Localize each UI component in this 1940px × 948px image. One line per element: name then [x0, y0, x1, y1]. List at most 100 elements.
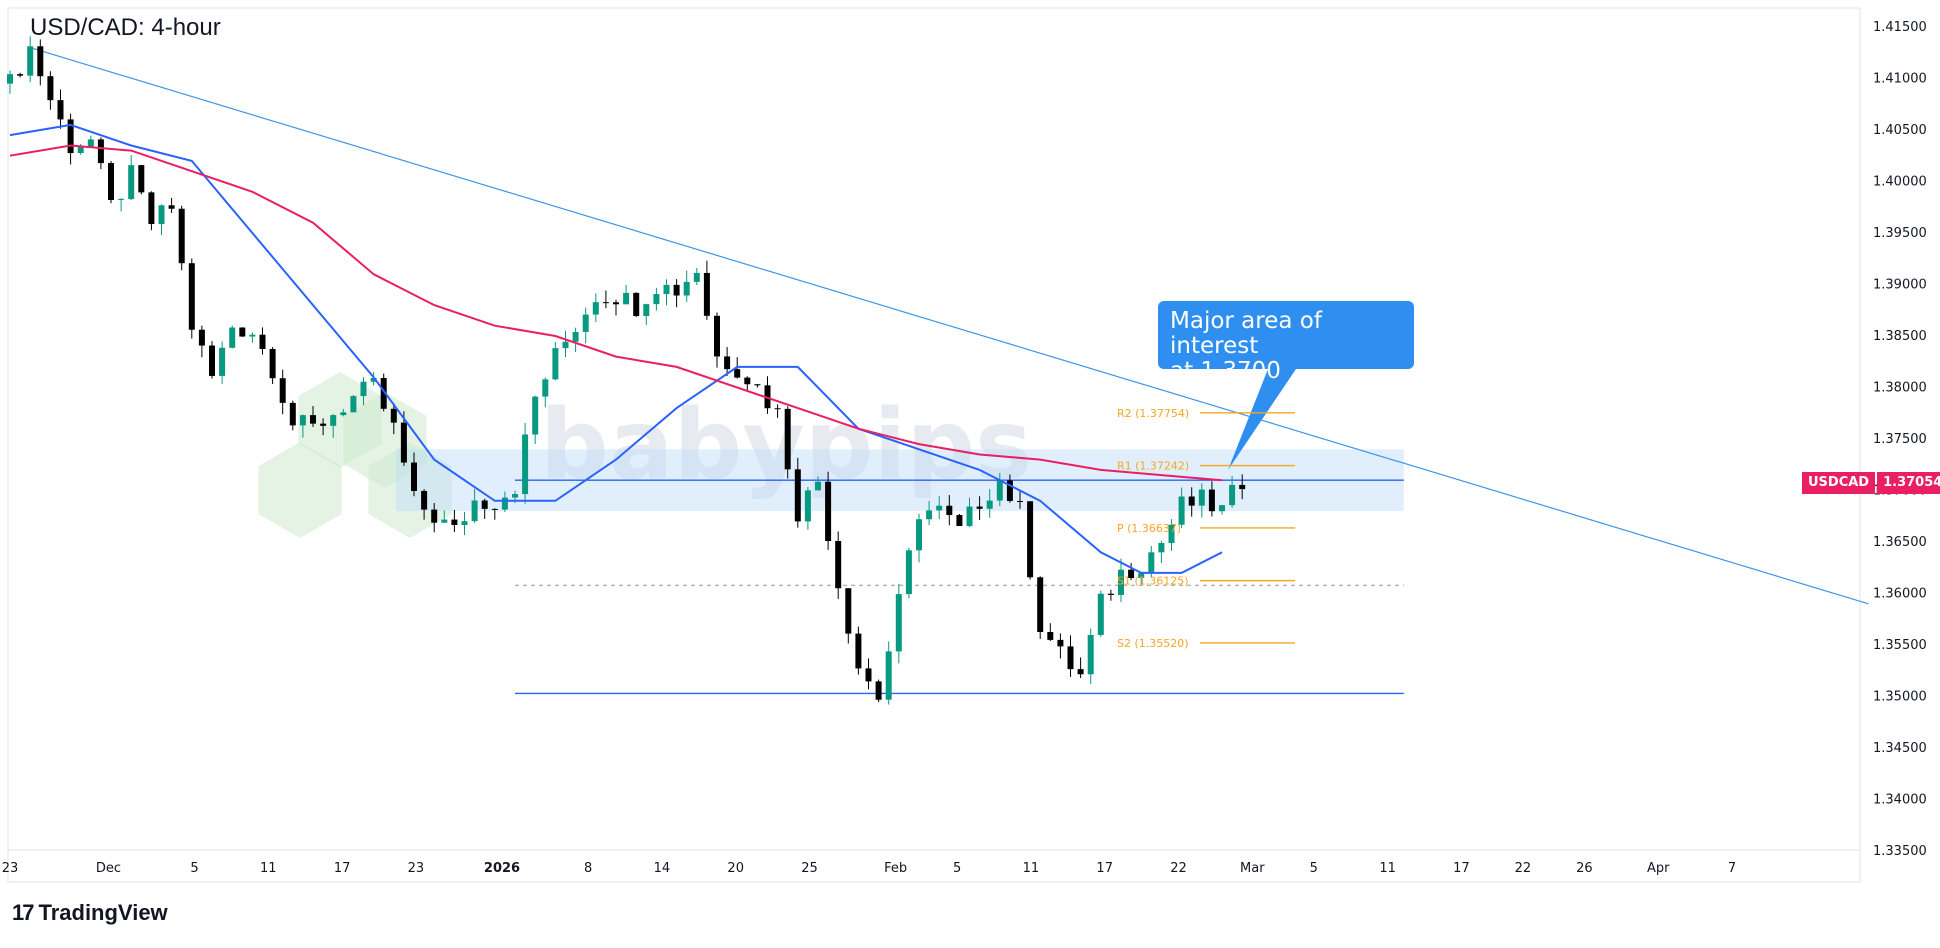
candle-body-10 — [108, 163, 114, 200]
y-tick-label: 1.38500 — [1873, 329, 1927, 344]
candle-body-6 — [67, 119, 74, 154]
candle-body-92 — [936, 505, 943, 511]
candle-body-18 — [188, 263, 195, 330]
x-tick-label: 7 — [1728, 861, 1736, 876]
y-tick-label: 1.36000 — [1873, 587, 1927, 602]
x-tick-label: Feb — [884, 861, 907, 876]
x-tick-label: 25 — [801, 861, 818, 876]
candle-body-55 — [562, 341, 569, 349]
x-tick-label: 23 — [408, 861, 425, 876]
candle-body-116 — [1178, 496, 1185, 525]
candle-body-110 — [1118, 569, 1124, 595]
candle-body-36 — [370, 377, 377, 382]
y-tick-label: 1.34500 — [1873, 741, 1927, 756]
y-tick-label: 1.38000 — [1873, 381, 1927, 396]
chart-title: USD/CAD: 4-hour — [30, 14, 221, 41]
candle-body-113 — [1148, 552, 1155, 574]
pivot-label-2: P (1.36637) — [1117, 522, 1181, 535]
candle-body-69 — [703, 272, 710, 316]
candle-body-22 — [229, 327, 236, 348]
candle-body-38 — [390, 408, 397, 423]
tradingview-name: TradingView — [38, 900, 168, 925]
candle-body-45 — [461, 521, 468, 525]
x-tick-label: 14 — [654, 861, 671, 876]
candle-body-47 — [481, 500, 488, 509]
candle-body-42 — [431, 509, 438, 523]
candle-body-108 — [1097, 593, 1104, 635]
candle-body-57 — [582, 314, 589, 332]
x-tick-label: 5 — [953, 861, 961, 876]
moving-average-blue — [9, 123, 1223, 574]
candle-body-21 — [219, 347, 226, 376]
candle-body-86 — [875, 681, 882, 700]
y-tick-label: 1.41000 — [1873, 72, 1927, 87]
x-tick-label: 11 — [1379, 861, 1396, 876]
candle-body-48 — [491, 508, 498, 510]
candle-body-65 — [663, 284, 670, 295]
candle-body-46 — [471, 500, 478, 522]
candle-body-30 — [310, 415, 316, 424]
price-badge-symbol: USDCAD — [1802, 472, 1876, 494]
candle-body-9 — [97, 139, 104, 164]
price-badge-value: 1.37054 — [1877, 472, 1940, 494]
candle-body-99 — [1006, 480, 1013, 501]
y-tick-label: 1.37500 — [1873, 432, 1927, 447]
candle-body-16 — [168, 205, 175, 209]
x-tick-label: 22 — [1515, 861, 1532, 876]
x-tick-label: 11 — [260, 861, 277, 876]
candle-body-15 — [158, 205, 165, 225]
candle-body-56 — [572, 331, 579, 342]
candle-body-74 — [754, 384, 761, 386]
candle-body-119 — [1208, 489, 1215, 512]
candle-body-90 — [916, 519, 922, 551]
candle-body-93 — [946, 505, 953, 516]
candle-body-101 — [1027, 501, 1034, 578]
candle-body-72 — [734, 369, 741, 378]
candle-body-14 — [148, 192, 155, 225]
pivot-label-3: S1 (1.36125) — [1117, 575, 1189, 588]
candle-body-112 — [1138, 573, 1145, 579]
candle-body-106 — [1077, 669, 1084, 675]
candle-body-120 — [1219, 505, 1225, 512]
y-tick-label: 1.39000 — [1873, 278, 1927, 293]
candle-body-102 — [1037, 577, 1044, 632]
moving-average-pink — [9, 144, 1223, 482]
x-tick-label: 8 — [584, 861, 592, 876]
candle-body-17 — [178, 208, 185, 264]
candle-body-115 — [1168, 524, 1175, 543]
candle-body-78 — [794, 469, 801, 522]
candle-body-8 — [87, 139, 94, 147]
candle-body-27 — [279, 378, 286, 403]
candle-body-85 — [865, 668, 872, 682]
watermark-hex-3 — [343, 392, 427, 488]
candle-body-31 — [320, 423, 327, 426]
candle-body-7 — [77, 146, 84, 154]
candle-body-35 — [360, 381, 367, 397]
candle-body-121 — [1229, 484, 1236, 506]
tradingview-brand[interactable]: 17 TradingView — [12, 900, 168, 926]
candle-body-58 — [592, 302, 599, 315]
x-tick-label: Apr — [1647, 861, 1670, 876]
candle-body-95 — [966, 506, 973, 527]
candle-body-39 — [400, 422, 407, 463]
candle-body-107 — [1087, 634, 1094, 675]
candle-body-41 — [421, 490, 428, 510]
candle-body-111 — [1128, 569, 1135, 579]
candle-body-117 — [1188, 496, 1195, 506]
candle-body-104 — [1057, 639, 1064, 647]
candle-body-94 — [956, 515, 963, 527]
y-tick-label: 1.35000 — [1873, 690, 1927, 705]
candle-body-97 — [986, 500, 993, 509]
candle-body-33 — [340, 412, 347, 416]
pivot-label-4: S2 (1.35520) — [1117, 637, 1189, 650]
candle-body-61 — [623, 292, 630, 305]
x-tick-label: 17 — [334, 861, 351, 876]
x-tick-label: 5 — [1310, 861, 1318, 876]
y-tick-label: 1.34000 — [1873, 793, 1927, 808]
y-tick-label: 1.39500 — [1873, 226, 1927, 241]
x-tick-label: Dec — [96, 861, 121, 876]
candle-body-4 — [47, 76, 54, 101]
candle-body-73 — [744, 377, 751, 385]
